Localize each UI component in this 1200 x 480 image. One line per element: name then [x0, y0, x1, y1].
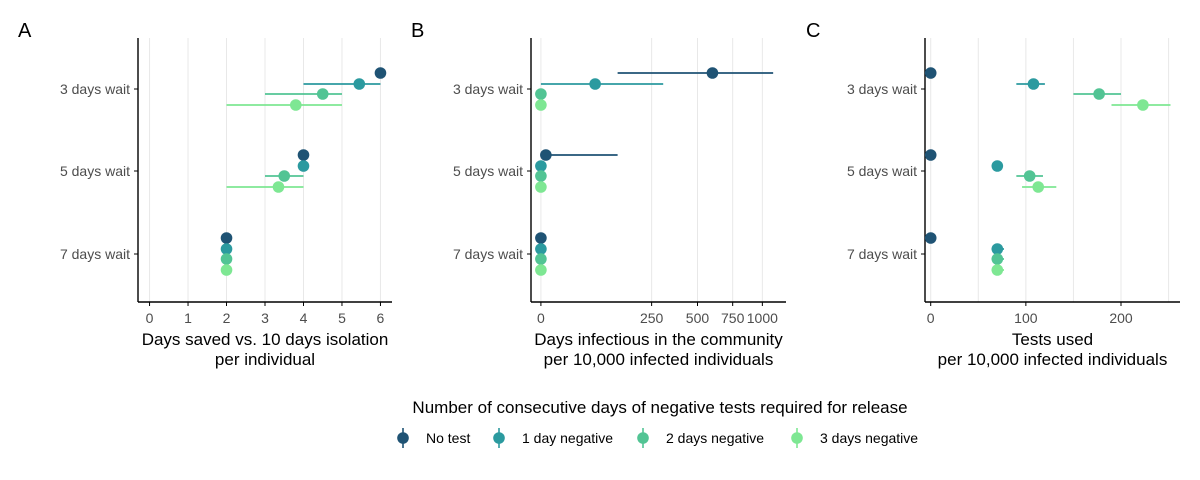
x-tick-label: 750 — [721, 310, 745, 326]
y-tick-label: 3 days wait — [60, 81, 130, 97]
x-tick-label: 100 — [1014, 310, 1038, 326]
data-point — [353, 78, 366, 90]
x-tick-label: 0 — [146, 310, 154, 326]
legend-key-point — [397, 432, 409, 444]
panel-label: A — [18, 20, 32, 42]
y-tick-label: 5 days wait — [60, 163, 130, 179]
x-axis-title: per 10,000 infected individuals — [544, 350, 774, 369]
data-point — [220, 232, 233, 244]
x-tick-label: 1000 — [747, 310, 778, 326]
data-point — [278, 170, 291, 182]
data-point — [991, 243, 1004, 255]
panel-c: C 3 days wait 5 days wait 7 days wait 0 100 20… — [806, 20, 1180, 369]
data-point — [1137, 99, 1149, 111]
legend-entry: 2 days negative — [637, 428, 764, 448]
data-point — [316, 88, 329, 100]
y-tick-label: 3 days wait — [453, 81, 523, 97]
data-point — [220, 264, 233, 276]
legend-entry: 1 day negative — [493, 428, 613, 448]
legend-label: 3 days negative — [820, 430, 918, 446]
x-axis-title: Days infectious in the community — [534, 330, 783, 349]
panel-label: C — [806, 20, 820, 42]
x-tick-label: 3 — [261, 310, 269, 326]
x-tick-label: 0 — [927, 310, 935, 326]
legend-title: Number of consecutive days of negative t… — [412, 398, 907, 417]
legend-label: No test — [426, 430, 470, 446]
legend-entry: 3 days negative — [791, 428, 918, 448]
data-point — [297, 160, 310, 172]
legend-key-point — [791, 432, 803, 444]
data-point — [535, 232, 547, 244]
y-tick-label: 7 days wait — [847, 246, 917, 262]
data-point — [535, 88, 547, 100]
y-tick-label: 3 days wait — [847, 81, 917, 97]
data-point — [924, 149, 937, 161]
data-point — [1032, 181, 1045, 193]
x-axis-title: per 10,000 infected individuals — [938, 350, 1168, 369]
data-point — [1093, 88, 1105, 100]
y-tick-label: 5 days wait — [453, 163, 523, 179]
y-tick-label: 5 days wait — [847, 163, 917, 179]
data-point — [220, 243, 233, 255]
data-point — [991, 160, 1004, 172]
data-point — [991, 264, 1004, 276]
data-point — [535, 264, 547, 276]
panel-label: B — [411, 20, 424, 42]
x-tick-label: 200 — [1109, 310, 1133, 326]
panel-a: A 3 days wait 5 days wait 7 days wait 0 1 2 3 4 5… — [18, 20, 392, 369]
legend-key-point — [637, 432, 649, 444]
data-point — [374, 67, 387, 79]
x-axis-title: per individual — [215, 350, 315, 369]
x-tick-label: 4 — [300, 310, 308, 326]
data-point — [535, 170, 547, 182]
x-tick-label: 5 — [338, 310, 346, 326]
data-point — [924, 67, 937, 79]
legend: Number of consecutive days of negative t… — [397, 398, 918, 448]
data-point — [706, 67, 719, 79]
data-point — [535, 253, 547, 265]
data-point — [535, 160, 547, 172]
x-tick-label: 6 — [377, 310, 385, 326]
x-tick-label: 0 — [537, 310, 545, 326]
data-point — [220, 253, 233, 265]
data-point — [535, 181, 547, 193]
x-tick-label: 1 — [184, 310, 192, 326]
x-axis-title: Days saved vs. 10 days isolation — [142, 330, 389, 349]
x-tick-label: 2 — [223, 310, 231, 326]
legend-key-point — [493, 432, 505, 444]
data-point — [535, 243, 547, 255]
data-point — [991, 253, 1004, 265]
data-point — [535, 99, 547, 111]
data-point — [1027, 78, 1040, 90]
data-point — [589, 78, 601, 90]
y-tick-label: 7 days wait — [453, 246, 523, 262]
data-point — [272, 181, 285, 193]
x-axis-title: Tests used — [1012, 330, 1093, 349]
legend-label: 2 days negative — [666, 430, 764, 446]
x-tick-label: 500 — [686, 310, 710, 326]
legend-entry: No test — [397, 428, 470, 448]
legend-label: 1 day negative — [522, 430, 613, 446]
data-point — [1023, 170, 1036, 182]
data-point — [289, 99, 302, 111]
y-tick-label: 7 days wait — [60, 246, 130, 262]
data-point — [540, 149, 552, 161]
panel-b: B 3 days wait 5 days wait 7 days wait 0 250 50… — [411, 20, 786, 369]
x-tick-label: 250 — [640, 310, 664, 326]
data-point — [297, 149, 310, 161]
data-point — [924, 232, 937, 244]
